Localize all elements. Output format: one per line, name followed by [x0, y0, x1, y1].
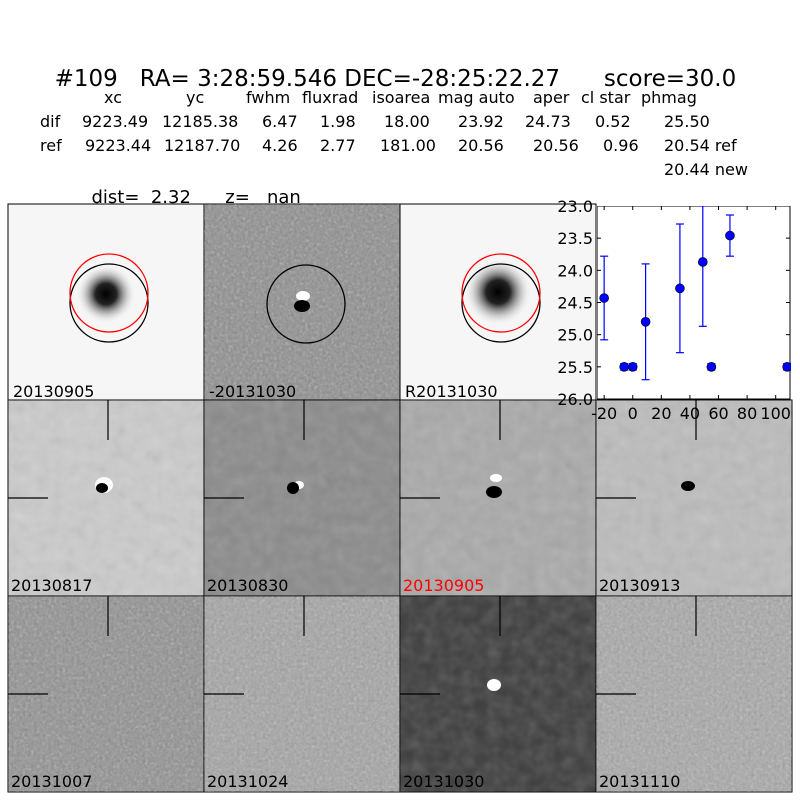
dist-value: dist= 2.32 — [91, 187, 191, 208]
table-cell: 181.00 — [380, 136, 436, 155]
table-cell: 12185.38 — [162, 112, 239, 131]
aperture-circle — [69, 263, 149, 343]
aperture-circle — [461, 263, 541, 343]
row-label: dif — [40, 112, 61, 131]
new-mag: 20.44 new — [664, 160, 748, 179]
table-cell: 4.26 — [262, 136, 298, 155]
col-header: fwhm — [246, 88, 291, 107]
x-tick-label: 100 — [760, 404, 791, 420]
data-point — [675, 283, 685, 294]
col-header: mag auto — [438, 88, 515, 107]
y-tick-label: 23.5 — [557, 229, 593, 248]
stamp-epoch — [399, 399, 597, 597]
y-tick-label: 23.0 — [557, 197, 593, 216]
table-cell: 20.56 — [458, 136, 504, 155]
stamp-label: 20130913 — [599, 576, 681, 595]
stamp-epoch — [399, 595, 597, 793]
table-cell: 6.47 — [262, 112, 298, 131]
stamp-epoch — [7, 399, 205, 597]
stamp-label: 20130830 — [207, 576, 289, 595]
stamp-label: R20131030 — [405, 382, 498, 401]
stamp-label: -20131030 — [209, 382, 297, 401]
y-tick-label: 26.0 — [557, 390, 593, 409]
x-tick-label: 80 — [737, 404, 757, 420]
data-point — [697, 257, 708, 267]
data-point — [599, 293, 609, 303]
row-label: ref — [40, 136, 62, 155]
data-point — [640, 317, 651, 327]
plot-tick-labels: 23.0 23.5 24.0 24.5 25.0 25.5 26.0-20 0 20 40 60 80… — [557, 197, 791, 420]
aperture-circle-ref — [461, 253, 541, 333]
stamp-epoch — [203, 399, 401, 597]
stamp-epoch — [595, 595, 793, 793]
col-header: phmag — [641, 88, 697, 107]
table-cell: 9223.44 — [85, 136, 152, 155]
table-cell: 12187.70 — [164, 136, 241, 155]
stamp-label: 20130905 — [13, 382, 95, 401]
y-tick-label: 24.5 — [557, 294, 593, 313]
distance-line: dist= 2.32 z= nan — [80, 166, 301, 208]
x-tick-label: 0 — [628, 404, 638, 420]
table-cell: 25.50 — [664, 112, 710, 131]
x-tick-label: 60 — [708, 404, 728, 420]
data-point — [725, 230, 735, 241]
object-coords: RA= 3:28:59.546 DEC=-28:25:22.27 — [139, 66, 561, 92]
y-tick-label: 25.0 — [557, 326, 593, 345]
z-value: z= nan — [225, 187, 301, 208]
y-tick-label: 24.0 — [557, 261, 593, 280]
col-header: cl star — [581, 88, 631, 107]
photometry-table: xc yc fwhm fluxrad isoarea mag auto aper… — [0, 88, 800, 188]
stamp-epoch — [203, 595, 401, 793]
table-cell: 23.92 — [458, 112, 504, 131]
header-title: #109 RA= 3:28:59.546 DEC=-28:25:22.27 sc… — [40, 40, 737, 92]
col-header: isoarea — [372, 88, 431, 107]
aperture-circle-ref — [69, 253, 149, 333]
object-score: score=30.0 — [603, 66, 737, 92]
data-point — [782, 362, 791, 372]
table-cell: 24.73 — [525, 112, 571, 131]
col-header: yc — [186, 88, 205, 107]
table-cell: 0.96 — [603, 136, 639, 155]
stamp-epoch — [7, 595, 205, 793]
data-point — [706, 362, 717, 372]
x-tick-label: -20 — [591, 404, 617, 420]
stamp-difference — [203, 203, 401, 401]
stamp-label: 20130817 — [11, 576, 93, 595]
y-tick-label: 25.5 — [557, 358, 593, 377]
stamp-science — [7, 203, 205, 401]
light-curve-plot — [597, 206, 791, 400]
col-header: fluxrad — [302, 88, 359, 107]
table-cell: 9223.49 — [82, 112, 149, 131]
stamp-label: 20131030 — [403, 772, 485, 791]
stamp-label: 20131007 — [11, 772, 93, 791]
plot-points — [599, 206, 791, 381]
aperture-circle — [266, 264, 346, 344]
stamp-epoch — [595, 399, 793, 597]
col-header: aper — [533, 88, 570, 107]
plot-ticks — [597, 206, 790, 400]
table-cell: 1.98 — [320, 112, 356, 131]
table-cell: 2.77 — [320, 136, 356, 155]
stamp-label-highlighted: 20130905 — [403, 576, 485, 595]
object-id: #109 — [54, 66, 118, 92]
table-cell: 18.00 — [384, 112, 430, 131]
x-tick-label: 40 — [680, 404, 700, 420]
table-cell: 20.54 ref — [664, 136, 737, 155]
stamp-label: 20131024 — [207, 772, 289, 791]
x-tick-label: 20 — [651, 404, 671, 420]
data-point — [627, 362, 638, 372]
table-cell: 0.52 — [595, 112, 631, 131]
col-header: xc — [104, 88, 122, 107]
stamp-label: 20131110 — [599, 772, 681, 791]
table-cell: 20.56 — [533, 136, 579, 155]
